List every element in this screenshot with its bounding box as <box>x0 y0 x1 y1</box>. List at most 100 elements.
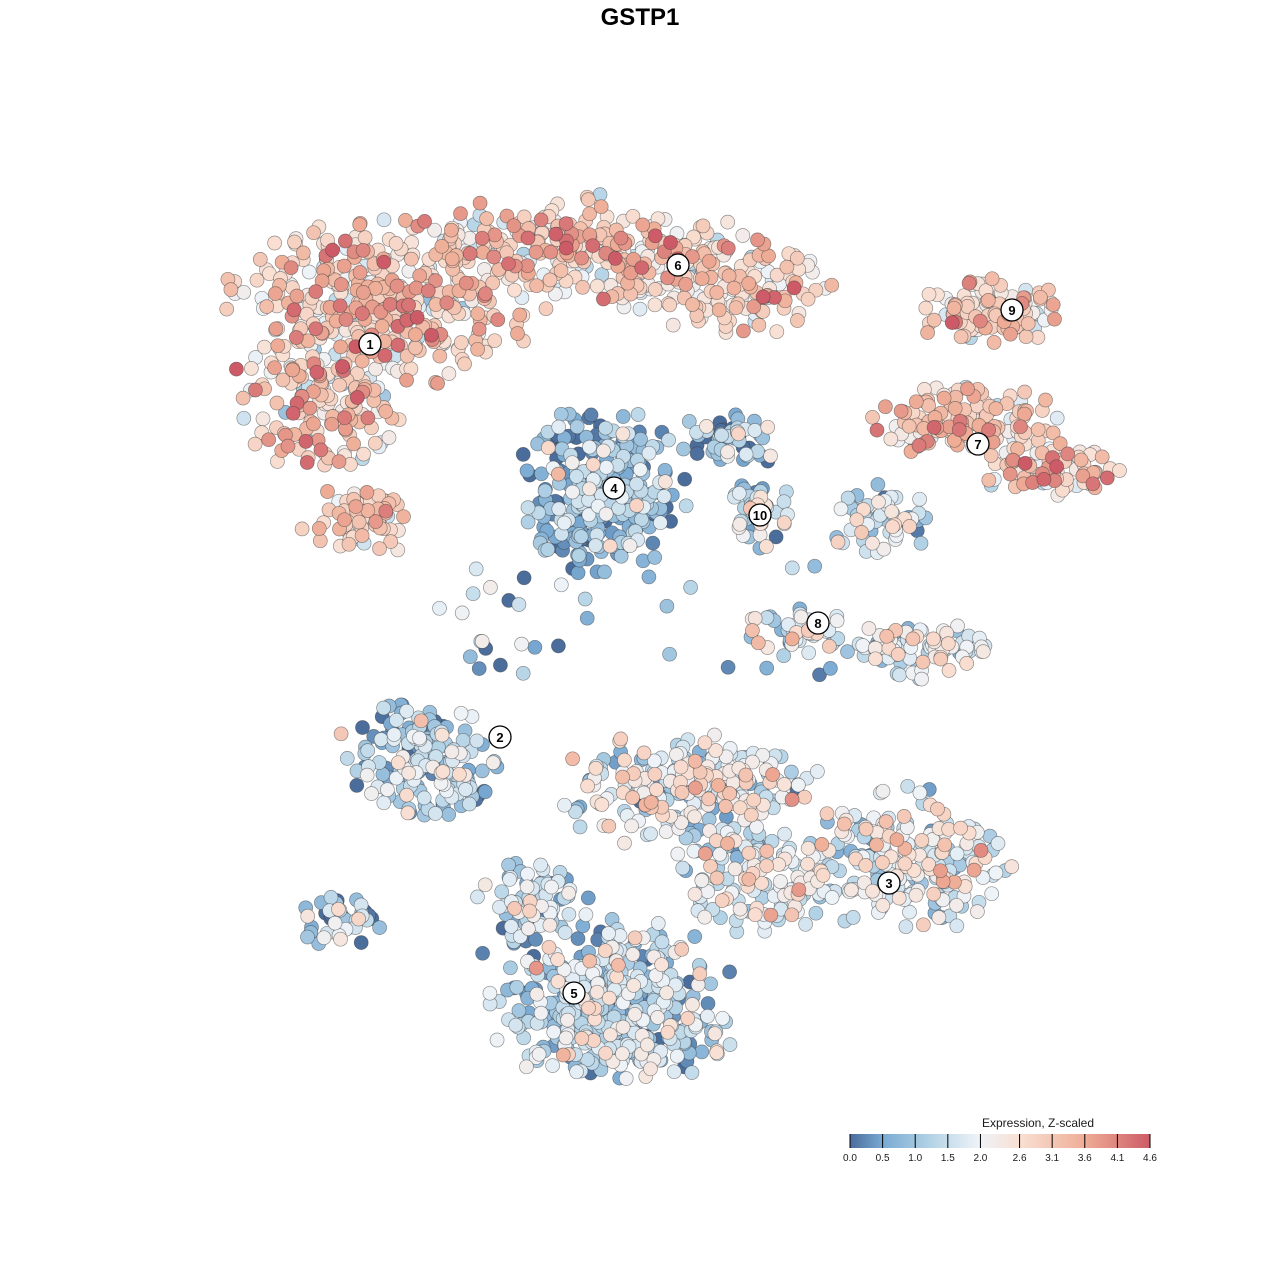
cell-point <box>689 446 705 461</box>
cell-point <box>435 764 451 779</box>
cell-point <box>285 405 301 421</box>
cell-point <box>351 514 367 530</box>
cell-point <box>615 426 631 442</box>
cell-point <box>413 713 429 729</box>
cell-point <box>533 857 548 873</box>
cell-point <box>1017 406 1032 422</box>
colorbar-title: Expression, Z-scaled <box>982 1116 1094 1130</box>
cluster-label-text: 6 <box>674 258 681 273</box>
cell-point <box>388 236 404 251</box>
cell-point <box>511 597 527 612</box>
cell-point <box>750 635 766 651</box>
cell-point <box>875 783 891 799</box>
cell-point <box>360 743 376 758</box>
cell-point <box>335 359 350 374</box>
cell-point <box>288 330 304 345</box>
cell-point <box>368 361 383 377</box>
cell-point <box>709 1045 725 1061</box>
cell-point <box>528 960 544 976</box>
cell-point <box>776 777 792 792</box>
cell-point <box>503 960 518 976</box>
colorbar-tick-label: 1.0 <box>908 1153 922 1164</box>
cell-point <box>244 361 259 376</box>
cell-point <box>470 306 486 322</box>
cell-point <box>372 920 387 935</box>
cell-point <box>331 454 347 469</box>
cell-point <box>673 759 689 775</box>
cell-point <box>720 214 736 230</box>
cell-point <box>295 245 311 261</box>
cell-point <box>582 481 597 497</box>
cell-point <box>1038 392 1053 408</box>
cluster-label-6: 6 <box>666 253 690 277</box>
cell-point <box>248 382 263 398</box>
cell-point <box>654 934 670 950</box>
cell-point <box>615 1046 630 1062</box>
cell-point <box>629 476 644 492</box>
cell-point <box>1049 410 1065 426</box>
cell-point <box>635 217 651 233</box>
cell-point <box>1002 466 1018 482</box>
cell-point <box>911 438 927 453</box>
cell-point <box>320 484 335 499</box>
cell-point <box>309 364 325 380</box>
cell-point <box>570 565 586 581</box>
cell-point <box>364 786 379 801</box>
cell-point <box>647 282 663 297</box>
cell-point <box>352 217 368 232</box>
cell-point <box>348 499 364 514</box>
cell-point <box>697 735 713 751</box>
cell-point <box>439 295 455 311</box>
cluster-label-text: 3 <box>885 876 892 891</box>
cell-point <box>946 300 962 316</box>
cell-point <box>352 265 368 280</box>
cell-point <box>687 929 703 944</box>
cell-point <box>308 284 324 299</box>
cell-point <box>355 285 371 300</box>
cell-point <box>643 826 658 842</box>
cell-point <box>444 251 460 267</box>
cell-point <box>695 218 711 234</box>
cell-point <box>953 820 968 836</box>
cell-point <box>520 500 536 515</box>
cell-point <box>268 321 284 337</box>
cell-point <box>875 855 890 870</box>
cell-point <box>710 777 726 793</box>
cell-point <box>720 836 735 851</box>
cluster-label-text: 1 <box>366 337 373 352</box>
cell-point <box>807 558 823 574</box>
cell-point <box>701 791 717 807</box>
cell-point <box>333 339 348 355</box>
cell-point <box>408 280 424 296</box>
cell-point <box>871 494 886 510</box>
colorbar-gradient <box>850 1134 1150 1148</box>
cell-point <box>632 301 648 317</box>
cell-point <box>471 321 487 337</box>
cell-point <box>376 254 392 270</box>
cell-point <box>558 216 574 231</box>
cell-point <box>649 782 664 797</box>
cell-point <box>843 882 859 898</box>
cell-point <box>892 667 907 683</box>
cell-point <box>376 795 392 811</box>
cell-point <box>878 814 894 829</box>
cell-point <box>300 908 316 924</box>
cell-point <box>629 498 644 513</box>
cell-point <box>902 904 917 920</box>
cell-point <box>865 535 880 551</box>
cell-point <box>931 910 947 925</box>
cluster-label-text: 4 <box>610 481 618 496</box>
cell-point <box>580 192 596 207</box>
cell-point <box>666 1064 682 1080</box>
cell-point <box>261 432 277 448</box>
cell-point <box>914 833 930 848</box>
cell-point <box>441 807 457 822</box>
colorbar-tick-label: 3.1 <box>1045 1153 1059 1164</box>
cell-point <box>560 1012 575 1028</box>
cell-point <box>875 898 891 913</box>
cell-point <box>540 542 556 557</box>
cell-point <box>925 631 941 647</box>
cell-point <box>453 705 469 721</box>
cell-point <box>541 939 557 955</box>
cell-point <box>252 252 268 267</box>
